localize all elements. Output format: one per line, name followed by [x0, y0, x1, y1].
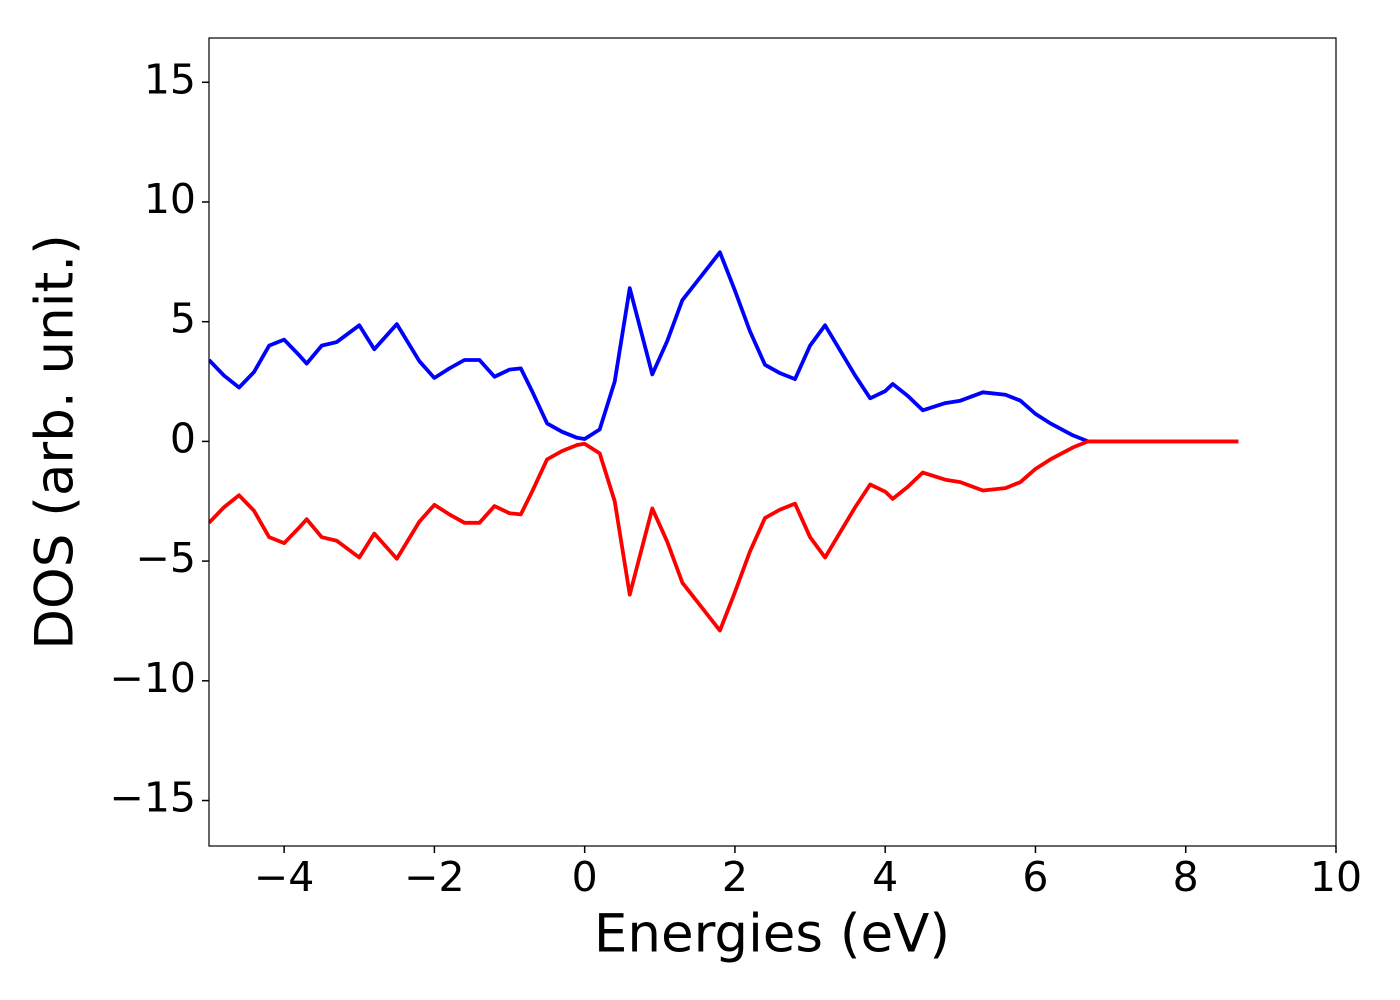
plot-frame	[208, 37, 1337, 847]
data-line	[209, 439, 1239, 633]
x-axis-label: Energies (eV)	[594, 904, 950, 965]
y-tick-label: −5	[136, 534, 196, 582]
x-tick-label: 2	[722, 853, 748, 901]
y-tick-label: 0	[170, 414, 196, 462]
x-tick-label: 10	[1310, 853, 1362, 901]
x-tick-label: 0	[572, 853, 598, 901]
x-tick-label: 8	[1173, 853, 1199, 901]
x-tick-label: 6	[1022, 853, 1048, 901]
data-line	[209, 250, 1239, 444]
y-tick-label: −10	[109, 654, 196, 702]
y-tick-label: 10	[144, 175, 196, 223]
y-tick-label: 5	[170, 295, 196, 343]
x-tick-label: 4	[872, 853, 898, 901]
y-tick-label: −15	[109, 774, 196, 822]
x-tick-label: −4	[254, 853, 314, 901]
x-tick-label: −2	[404, 853, 464, 901]
y-tick-label: 15	[144, 55, 196, 103]
y-axis-label: DOS (arb. unit.)	[25, 234, 86, 650]
